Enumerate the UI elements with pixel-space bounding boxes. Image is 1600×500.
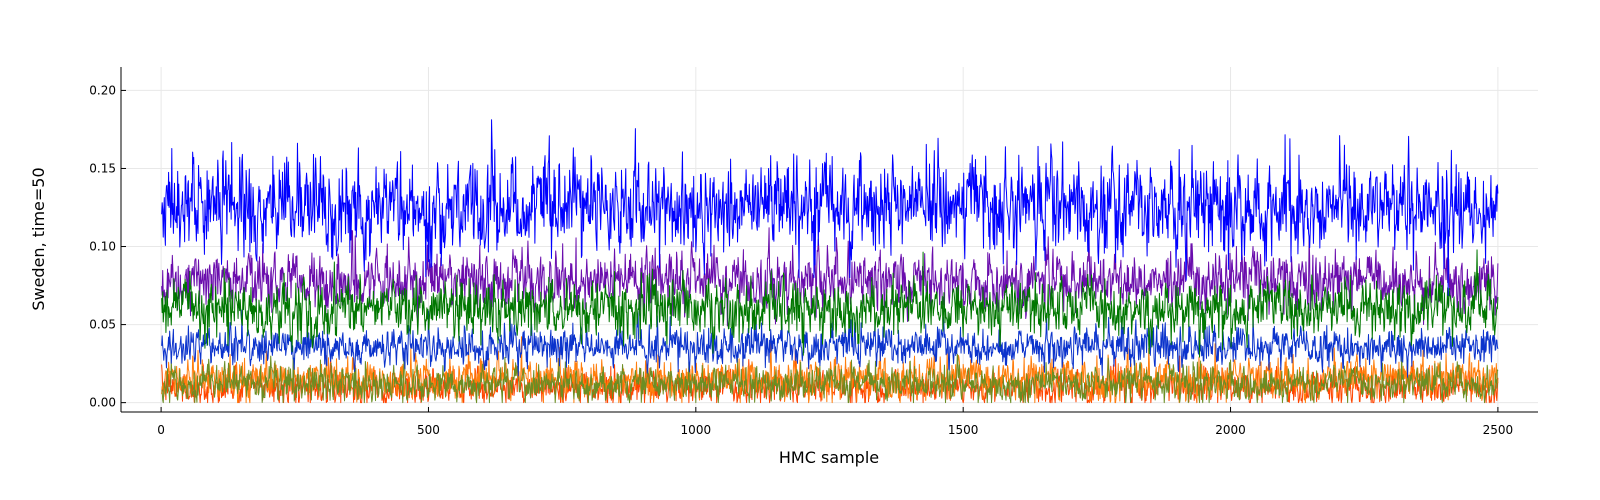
series-group bbox=[161, 119, 1499, 404]
series-line-4 bbox=[161, 309, 1499, 378]
x-ticks: 0 500 1000 1500 2000 2500 bbox=[157, 407, 1513, 437]
y-tick-label: 0.15 bbox=[89, 161, 116, 175]
y-axis-title: Sweden, time=50 bbox=[29, 167, 48, 310]
x-tick-label: 2500 bbox=[1483, 423, 1514, 437]
x-tick-label: 1500 bbox=[948, 423, 979, 437]
y-ticks: 0.00 0.05 0.10 0.15 0.20 bbox=[89, 83, 126, 410]
x-tick-label: 0 bbox=[157, 423, 165, 437]
y-tick-label: 0.20 bbox=[89, 83, 116, 97]
y-tick-label: 0.05 bbox=[89, 318, 116, 332]
x-tick-label: 1000 bbox=[681, 423, 712, 437]
x-axis-title: HMC sample bbox=[779, 448, 879, 467]
x-tick-label: 500 bbox=[417, 423, 440, 437]
series-line-6 bbox=[161, 249, 1499, 358]
series-line-7 bbox=[161, 119, 1499, 297]
series-line-3 bbox=[161, 342, 1499, 404]
x-tick-label: 2000 bbox=[1215, 423, 1246, 437]
y-tick-label: 0.10 bbox=[89, 240, 116, 254]
series-line-5 bbox=[161, 222, 1499, 327]
y-tick-label: 0.00 bbox=[89, 396, 116, 410]
grid bbox=[121, 67, 1538, 412]
